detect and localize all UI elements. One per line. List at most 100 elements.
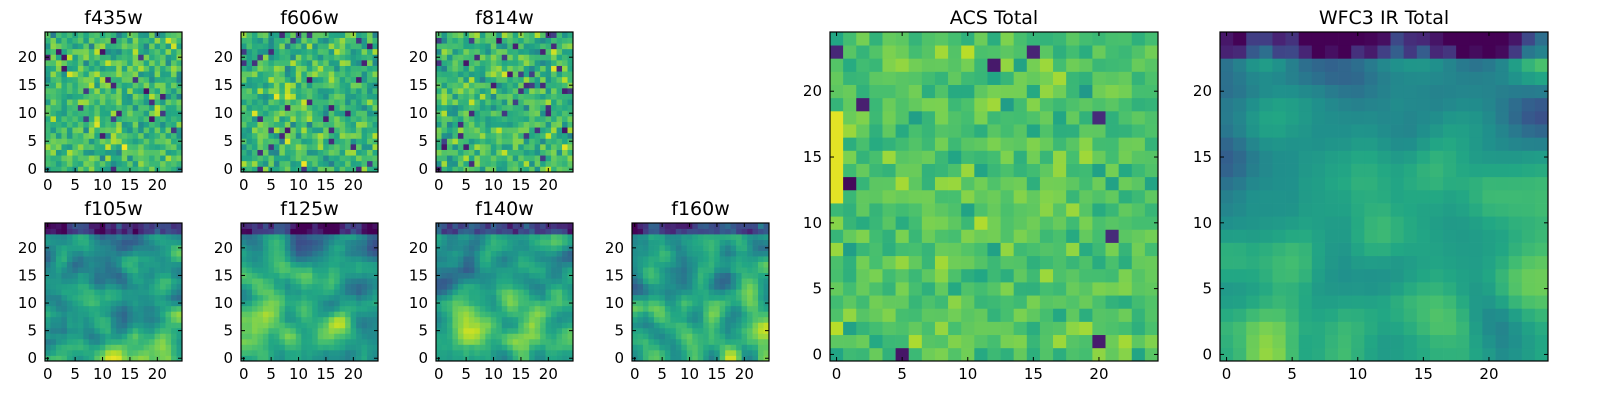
heatmap-cell <box>251 344 258 351</box>
heatmap-cell <box>446 272 453 279</box>
heatmap-cell <box>317 245 324 251</box>
heatmap-cell <box>328 116 335 122</box>
heatmap-cell <box>367 327 373 334</box>
heatmap-cell <box>306 316 313 323</box>
heatmap-cell <box>251 283 258 290</box>
heatmap-cell <box>257 228 264 235</box>
heatmap-cell <box>262 32 269 38</box>
heatmap-cell <box>241 234 247 240</box>
heatmap-cell <box>262 138 269 145</box>
heatmap-cell <box>160 223 166 229</box>
heatmap-cell <box>567 311 574 318</box>
heatmap-cell <box>529 311 535 318</box>
heatmap-cell <box>441 149 448 156</box>
heatmap-cell <box>295 99 302 106</box>
heatmap-cell <box>736 355 742 362</box>
heatmap-cell <box>176 160 183 167</box>
heatmap-cell <box>681 322 688 329</box>
heatmap-cell <box>290 234 297 240</box>
heatmap-cell <box>143 32 150 38</box>
heatmap-cell <box>50 311 57 318</box>
heatmap-cell <box>659 344 666 351</box>
heatmap-cell <box>361 289 368 296</box>
heatmap-cell <box>127 121 134 128</box>
heatmap-cell <box>257 149 264 156</box>
heatmap-cell <box>730 239 737 246</box>
heatmap-cell <box>485 116 492 122</box>
heatmap-cell <box>708 256 715 262</box>
heatmap-cell <box>736 234 742 240</box>
heatmap-cell <box>436 127 442 134</box>
heatmap-cell <box>356 149 362 156</box>
heatmap-cell <box>306 338 313 345</box>
heatmap-cell <box>110 110 117 117</box>
heatmap-cell <box>496 261 503 268</box>
heatmap-cell <box>372 256 379 262</box>
heatmap-cell <box>334 82 340 89</box>
heatmap-cell <box>323 93 330 100</box>
heatmap-cell <box>171 155 177 162</box>
heatmap-cell <box>730 289 737 296</box>
heatmap-cell <box>567 333 574 340</box>
heatmap-cell <box>171 166 177 173</box>
heatmap-cell <box>659 289 666 296</box>
heatmap-cell <box>562 54 568 61</box>
heatmap-cell <box>686 256 693 262</box>
heatmap-cell <box>752 333 759 340</box>
heatmap-cell <box>372 149 379 156</box>
heatmap-cell <box>474 104 481 111</box>
heatmap-cell <box>334 32 340 38</box>
heatmap-cell <box>545 338 552 345</box>
heatmap-cell <box>132 110 139 117</box>
heatmap-cell <box>165 344 172 351</box>
heatmap-cell <box>88 261 95 268</box>
heatmap-cell <box>45 104 51 111</box>
heatmap-cell <box>66 228 73 235</box>
heatmap-cell <box>339 127 346 134</box>
heatmap-cell <box>61 289 68 296</box>
heatmap-cell <box>273 138 280 145</box>
heatmap-cell <box>99 344 106 351</box>
heatmap-cell <box>512 344 519 351</box>
heatmap-cell <box>869 189 883 204</box>
heatmap-cell <box>176 289 183 296</box>
heatmap-cell <box>50 99 57 106</box>
heatmap-cell <box>257 278 264 285</box>
heatmap-cell <box>436 322 442 329</box>
heatmap-cell <box>312 104 319 111</box>
heatmap-cell <box>567 93 574 100</box>
heatmap-cell <box>110 267 117 274</box>
heatmap-cell <box>356 289 362 296</box>
heatmap-cell <box>474 338 481 345</box>
heatmap-cell <box>367 76 373 83</box>
heatmap-cell <box>262 327 269 334</box>
heatmap-cell <box>306 160 313 167</box>
heatmap-cell <box>94 338 101 345</box>
heatmap-cell <box>77 116 84 122</box>
heatmap-cell <box>149 43 155 50</box>
heatmap-cell <box>512 93 519 100</box>
heatmap-cell <box>50 149 57 156</box>
heatmap-cell <box>529 228 535 235</box>
heatmap-cell <box>356 43 362 50</box>
heatmap-cell <box>279 104 286 111</box>
heatmap-cell <box>50 88 57 94</box>
heatmap-cell <box>262 305 269 312</box>
heatmap-cell <box>66 88 73 94</box>
heatmap-cell <box>356 88 362 94</box>
heatmap-cell <box>295 300 302 307</box>
heatmap-cell <box>540 256 546 262</box>
heatmap-cell <box>306 300 313 307</box>
heatmap-cell <box>545 127 552 134</box>
heatmap-cell <box>697 349 704 356</box>
heatmap-cell <box>545 316 552 323</box>
heatmap-cell <box>160 166 166 173</box>
heatmap-cell <box>730 272 737 279</box>
heatmap-cell <box>160 132 166 139</box>
heatmap-cell <box>703 294 710 301</box>
heatmap-cell <box>446 37 453 44</box>
heatmap-cell <box>463 60 470 66</box>
heatmap-cell <box>241 116 247 122</box>
